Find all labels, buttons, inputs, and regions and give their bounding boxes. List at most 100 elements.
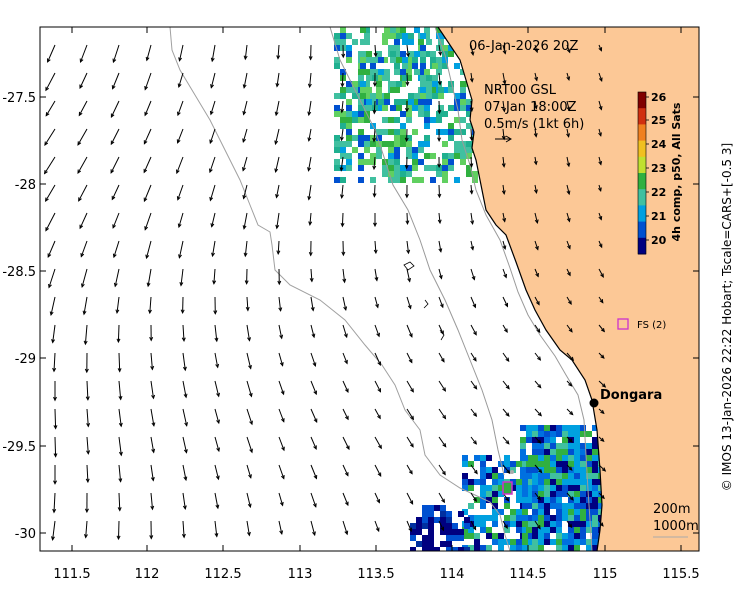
sst-pixel (586, 527, 592, 533)
sst-pixel (366, 99, 372, 105)
sst-pixel (360, 57, 366, 63)
sst-pixel (334, 165, 340, 171)
sst-pixel (346, 153, 352, 159)
sst-pixel (556, 515, 562, 521)
current-vector-head (215, 475, 220, 481)
current-vector (182, 408, 188, 426)
sst-pixel (574, 425, 580, 431)
current-vector (502, 240, 506, 250)
sst-pixel (442, 111, 448, 117)
current-vector (342, 324, 348, 338)
sst-pixel (394, 129, 400, 135)
sst-pixel (422, 505, 428, 511)
colorbar-tick-label: 23 (651, 162, 666, 175)
current-vector (278, 520, 283, 535)
current-vector-head (210, 223, 215, 228)
current-vector (278, 408, 285, 422)
sst-pixel (430, 87, 436, 93)
sst-pixel (352, 147, 358, 153)
sst-pixel (562, 503, 568, 509)
sst-pixel (480, 497, 486, 503)
lat-tick-label: -29.5 (2, 440, 36, 455)
sst-pixel (550, 467, 556, 473)
sst-pixel (434, 547, 440, 551)
sst-pixel (574, 533, 580, 539)
current-vector-head (473, 385, 478, 390)
current-vector (214, 324, 218, 342)
current-vector (214, 520, 218, 537)
sst-pixel (568, 431, 574, 437)
sst-pixel (586, 515, 592, 521)
sst-pixel (424, 141, 430, 147)
sst-pixel (516, 497, 522, 503)
sst-pixel (526, 497, 532, 503)
sst-pixel (448, 159, 454, 165)
current-vector-head (308, 221, 313, 226)
sst-pixel (538, 473, 544, 479)
current-vector (374, 520, 380, 532)
current-vector (147, 268, 152, 287)
sst-pixel (480, 455, 486, 461)
current-vector (112, 212, 120, 228)
sst-pixel (574, 491, 580, 497)
current-vector-head (438, 51, 443, 57)
current-vector-head (470, 51, 475, 57)
sst-pixel (460, 87, 466, 93)
current-vector-head (246, 531, 251, 537)
sst-pixel (586, 473, 592, 479)
sst-pixel (364, 141, 370, 147)
current-vector-head (243, 252, 248, 258)
sst-pixel (400, 129, 406, 135)
sst-pixel (550, 503, 556, 509)
sst-pixel (428, 517, 434, 523)
current-vector (373, 128, 376, 142)
sst-pixel (580, 425, 586, 431)
current-vector-head (51, 536, 55, 541)
sst-pixel (334, 135, 340, 141)
current-vector-head (53, 425, 58, 430)
current-vector-head (598, 132, 602, 137)
sst-pixel (424, 123, 430, 129)
current-vector-head (372, 109, 377, 115)
sst-pixel (474, 497, 480, 503)
current-vector-head (377, 361, 381, 367)
sst-pixel (376, 75, 382, 81)
sst-pixel (580, 515, 586, 521)
current-vector-head (473, 469, 478, 475)
sst-pixel (428, 541, 434, 547)
current-vector-head (310, 306, 315, 312)
current-vector-head (118, 451, 123, 457)
sst-pixel (346, 165, 352, 171)
sst-pixel (520, 443, 526, 449)
current-vector (118, 352, 121, 372)
current-vector-head (313, 474, 318, 480)
sst-pixel (430, 153, 436, 159)
sst-pixel (480, 521, 486, 527)
sst-pixel (544, 497, 550, 503)
current-vector-head (504, 524, 508, 529)
sst-pixel (538, 527, 544, 533)
sst-pixel (480, 473, 486, 479)
sst-pixel (364, 147, 370, 153)
sst-pixel (462, 485, 468, 491)
current-vector (470, 184, 473, 194)
sst-pixel (550, 449, 556, 455)
sst-pixel (376, 105, 382, 111)
current-vector-head (144, 111, 149, 117)
sst-pixel (426, 87, 432, 93)
current-vector (177, 184, 184, 200)
current-vector-head (537, 356, 542, 361)
sst-pixel (592, 521, 598, 527)
sst-pixel (538, 485, 544, 491)
current-vector-head (181, 533, 186, 539)
sst-pixel (462, 461, 468, 467)
sst-pixel (442, 141, 448, 147)
sst-pixel (436, 63, 442, 69)
sst-pixel (544, 437, 550, 443)
current-vector-head (280, 475, 285, 480)
current-vector (214, 464, 219, 480)
current-vector-head (215, 504, 220, 510)
current-vector-head (307, 167, 311, 172)
sst-pixel (544, 515, 550, 521)
colorbar-segment (638, 237, 646, 255)
